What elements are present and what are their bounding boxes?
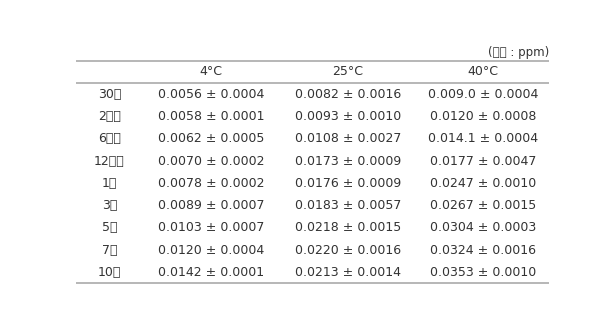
Text: 6시간: 6시간 (98, 132, 121, 146)
Text: 0.0056 ± 0.0004: 0.0056 ± 0.0004 (158, 88, 264, 101)
Text: 0.0062 ± 0.0005: 0.0062 ± 0.0005 (158, 132, 264, 146)
Text: 7일: 7일 (102, 244, 117, 257)
Text: 0.0213 ± 0.0014: 0.0213 ± 0.0014 (295, 266, 401, 279)
Text: 0.0177 ± 0.0047: 0.0177 ± 0.0047 (429, 155, 536, 168)
Text: 0.009.0 ± 0.0004: 0.009.0 ± 0.0004 (428, 88, 538, 101)
Text: 0.0267 ± 0.0015: 0.0267 ± 0.0015 (429, 199, 536, 212)
Text: 0.0220 ± 0.0016: 0.0220 ± 0.0016 (295, 244, 401, 257)
Text: 0.0142 ± 0.0001: 0.0142 ± 0.0001 (158, 266, 264, 279)
Text: 0.0108 ± 0.0027: 0.0108 ± 0.0027 (295, 132, 401, 146)
Text: 0.0120 ± 0.0008: 0.0120 ± 0.0008 (429, 110, 536, 123)
Text: 0.0218 ± 0.0015: 0.0218 ± 0.0015 (295, 221, 401, 234)
Text: 0.0324 ± 0.0016: 0.0324 ± 0.0016 (430, 244, 536, 257)
Text: 0.0120 ± 0.0004: 0.0120 ± 0.0004 (158, 244, 264, 257)
Text: 0.0070 ± 0.0002: 0.0070 ± 0.0002 (158, 155, 264, 168)
Text: 5일: 5일 (102, 221, 117, 234)
Text: 10일: 10일 (98, 266, 121, 279)
Text: 3일: 3일 (102, 199, 117, 212)
Text: 12시간: 12시간 (94, 155, 124, 168)
Text: 0.0093 ± 0.0010: 0.0093 ± 0.0010 (295, 110, 401, 123)
Text: 0.0078 ± 0.0002: 0.0078 ± 0.0002 (158, 177, 264, 190)
Text: 1일: 1일 (102, 177, 117, 190)
Text: 0.014.1 ± 0.0004: 0.014.1 ± 0.0004 (428, 132, 538, 146)
Text: 0.0247 ± 0.0010: 0.0247 ± 0.0010 (429, 177, 536, 190)
Text: 4°C: 4°C (199, 65, 223, 78)
Text: 25°C: 25°C (332, 65, 364, 78)
Text: 30분: 30분 (98, 88, 121, 101)
Text: 2시간: 2시간 (98, 110, 121, 123)
Text: 40°C: 40°C (467, 65, 498, 78)
Text: 0.0089 ± 0.0007: 0.0089 ± 0.0007 (158, 199, 264, 212)
Text: 0.0353 ± 0.0010: 0.0353 ± 0.0010 (429, 266, 536, 279)
Text: 0.0176 ± 0.0009: 0.0176 ± 0.0009 (295, 177, 401, 190)
Text: 0.0082 ± 0.0016: 0.0082 ± 0.0016 (295, 88, 401, 101)
Text: 0.0304 ± 0.0003: 0.0304 ± 0.0003 (429, 221, 536, 234)
Text: 0.0183 ± 0.0057: 0.0183 ± 0.0057 (295, 199, 401, 212)
Text: 0.0173 ± 0.0009: 0.0173 ± 0.0009 (295, 155, 401, 168)
Text: 0.0103 ± 0.0007: 0.0103 ± 0.0007 (158, 221, 264, 234)
Text: (단위 : ppm): (단위 : ppm) (488, 45, 549, 59)
Text: 0.0058 ± 0.0001: 0.0058 ± 0.0001 (158, 110, 264, 123)
